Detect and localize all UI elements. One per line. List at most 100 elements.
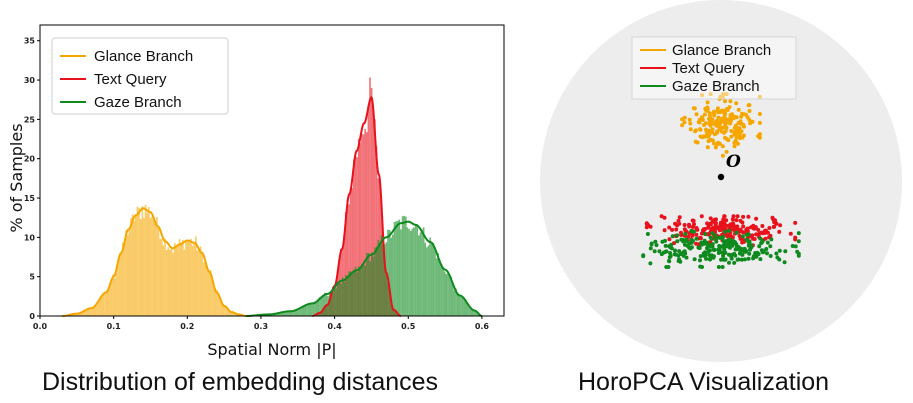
histogram-bar (206, 266, 208, 316)
scatter-point (748, 247, 752, 252)
scatter-point (721, 244, 725, 249)
histogram-bar (109, 285, 111, 316)
scatter-point (739, 257, 744, 262)
scatter-point (757, 120, 762, 125)
x-tick-label: 0.1 (107, 322, 122, 331)
histogram-bar (112, 274, 114, 316)
scatter-point (721, 217, 726, 222)
histogram-bar (312, 303, 315, 316)
histogram-bar (118, 256, 121, 316)
scatter-point (673, 248, 677, 253)
histogram-bar (328, 293, 331, 316)
scatter-point (733, 240, 737, 245)
scatter-point (740, 240, 745, 245)
histogram-bar (395, 221, 397, 316)
scatter-point (698, 235, 703, 240)
histogram-bar (232, 312, 234, 316)
scatter-point (679, 230, 683, 235)
scatter-point (660, 239, 665, 244)
scatter-point (662, 228, 667, 233)
scatter-point (698, 254, 703, 259)
histogram-bar (356, 157, 358, 316)
histogram-bar (94, 304, 97, 316)
scatter-point (670, 234, 675, 239)
scatter-point (768, 244, 773, 249)
histogram-bar (201, 251, 204, 316)
histogram-bar (458, 294, 461, 316)
histogram-bar (296, 310, 299, 316)
histogram-bar (194, 236, 197, 316)
scatter-point (721, 119, 726, 124)
scatter-point (735, 224, 740, 229)
scatter-point (672, 252, 677, 257)
scatter-point (747, 251, 752, 256)
histogram-bar (382, 244, 384, 316)
scatter-point (708, 123, 713, 128)
histogram-bar (285, 311, 287, 316)
scatter-point (700, 93, 705, 98)
histogram-bar (466, 303, 469, 316)
x-tick-label: 0.2 (180, 322, 194, 331)
histogram-bar (214, 288, 217, 316)
scatter-point (724, 125, 729, 130)
histogram-bar (377, 240, 380, 316)
histogram-bar (302, 306, 305, 316)
scatter-point (758, 236, 763, 241)
scatter-point (703, 121, 708, 126)
histogram-bar (432, 242, 435, 316)
scatter-point (682, 242, 687, 247)
scatter-point (706, 225, 711, 230)
scatter-point (683, 232, 688, 236)
histogram-bar (434, 247, 436, 316)
histogram-bar (427, 245, 430, 316)
scatter-point (680, 117, 685, 122)
scatter-point (708, 256, 713, 261)
scatter-point (738, 236, 743, 241)
histogram-bar (186, 241, 189, 316)
histogram-bar (338, 282, 341, 316)
scatter-point (725, 234, 730, 239)
histogram-bar (375, 246, 378, 316)
scatter-point (796, 253, 801, 258)
scatter-point (713, 145, 718, 150)
x-axis-label: Spatial Norm |P| (207, 340, 336, 359)
scatter-point (680, 123, 685, 128)
histogram-bar (372, 256, 375, 316)
scatter-point (771, 225, 776, 229)
scatter-point (724, 137, 729, 141)
scatter-point (734, 101, 739, 106)
scatter-point (684, 237, 689, 242)
scatter-point (731, 222, 736, 227)
histogram-bar (365, 132, 368, 316)
histogram-bar (351, 188, 354, 316)
scatter-point (723, 122, 728, 127)
scatter-point (699, 214, 704, 219)
histogram-bar (207, 272, 210, 316)
scatter-point (648, 261, 653, 266)
histogram-bar (167, 247, 170, 316)
histogram-bar (230, 311, 233, 316)
histogram-bar (306, 304, 308, 316)
scatter-point (668, 254, 673, 258)
histogram-bar (469, 307, 472, 316)
histogram-bar (370, 87, 373, 316)
histogram-bar (461, 298, 464, 316)
histogram-bar (301, 307, 303, 316)
scatter-point (706, 134, 711, 139)
scatter-point (793, 237, 798, 242)
histogram-bar (443, 271, 446, 316)
scatter-point (721, 234, 726, 239)
histogram-bar (183, 249, 186, 316)
histogram-bar (369, 261, 371, 316)
scatter-point (740, 111, 744, 116)
histogram-bar (280, 312, 282, 316)
scatter-point (727, 228, 731, 233)
scatter-point (720, 125, 725, 130)
histogram-bar (358, 266, 360, 316)
scatter-point (740, 234, 745, 239)
legend-entry: Text Query (94, 71, 167, 88)
scatter-point (667, 259, 672, 264)
scatter-point (698, 264, 703, 269)
scatter-point (688, 121, 693, 126)
